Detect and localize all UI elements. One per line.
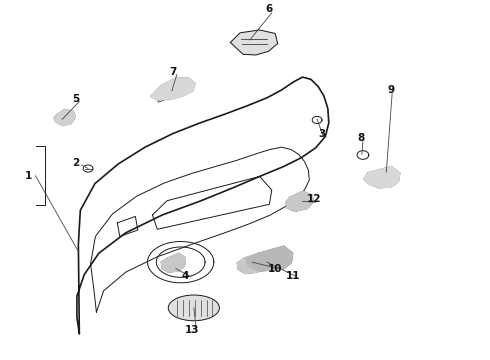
Text: 5: 5 [72,94,79,104]
Text: 13: 13 [185,325,199,335]
Text: 11: 11 [286,271,300,281]
Polygon shape [246,246,293,271]
Polygon shape [230,30,278,55]
Text: 3: 3 [318,129,326,139]
Polygon shape [54,109,75,126]
Polygon shape [286,192,313,211]
Polygon shape [161,253,186,272]
Text: 12: 12 [307,194,321,203]
Polygon shape [364,166,400,188]
Polygon shape [237,253,266,274]
Text: 8: 8 [357,133,365,143]
Text: 1: 1 [24,171,32,181]
Text: 4: 4 [182,271,189,281]
Text: 2: 2 [72,158,79,168]
Text: 6: 6 [266,4,273,14]
Text: 10: 10 [268,264,282,274]
Text: 9: 9 [388,85,395,95]
Ellipse shape [168,295,220,321]
Text: 7: 7 [169,67,176,77]
Polygon shape [150,78,196,100]
